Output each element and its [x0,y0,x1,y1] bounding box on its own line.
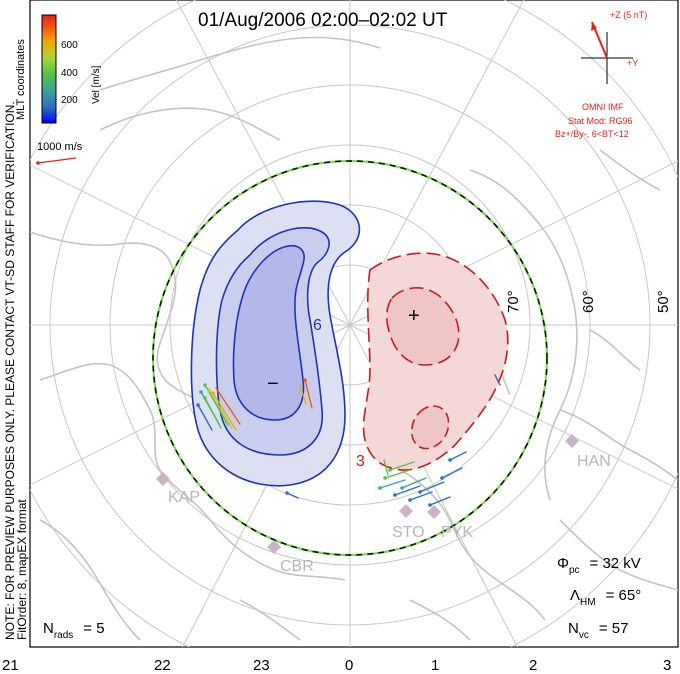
station-label-pyk: PYK [441,524,473,541]
color-bar-tick-600: 600 [61,40,78,51]
mlt-tick-2: 2 [529,657,537,674]
station-sto-marker [399,504,413,518]
vector-count: Nvc = 57 [568,620,628,641]
station-label-kap: KAP [168,489,200,506]
lat-label-70: 70° [505,290,522,313]
potential-max-marker: + [408,305,420,327]
mlt-tick-1: 1 [431,657,439,674]
station-label-cbr: CBR [280,558,314,575]
dusk-cell [190,200,361,487]
color-bar-tick-200: 200 [61,95,78,106]
imf-clock [581,21,633,84]
contour-label: 6 [313,317,322,334]
scale-vector [37,157,77,164]
map-title: 01/Aug/2006 02:00–02:02 UT [198,10,448,31]
cross-polar-cap-potential: Φpc = 32 kV [557,555,641,576]
mlt-tick-21: 21 [2,657,19,674]
imf-z-label: +Z (5 nT) [610,10,647,20]
stat-model-condition: Bz+/By-, 6<BT<12 [555,129,629,139]
radar-count: Nrads = 5 [43,620,105,641]
omni-imf-label: OMNI IMF [582,102,624,112]
color-bar [41,14,57,124]
preview-note: NOTE: FOR PREVIEW PURPOSES ONLY. PLEASE … [3,101,17,640]
scale-vector-label: 1000 m/s [37,141,83,153]
hm-boundary-dash [152,160,548,556]
coastlines [30,36,678,641]
station-label-han: HAN [577,453,611,470]
mlt-tick-3: 3 [663,657,671,674]
color-bar-label: Vel [m/s] [91,65,102,104]
mlt-tick-23: 23 [253,657,270,674]
station-cbr-marker [267,540,281,554]
mlt-tick-22: 22 [154,657,171,674]
stat-model-label: Stat Mod: RG96 [568,116,633,126]
station-kap-marker [156,472,170,486]
mlt-coordinates-label: MLT coordinates [15,39,27,120]
station-han-marker [565,434,579,448]
dawn-cell [362,252,509,471]
potential-min-marker: − [267,373,279,395]
hm-boundary-latitude: ΛHM = 65° [570,587,641,608]
fit-order-note: FitOrder: 8, mapEX format [15,499,29,640]
lat-label-50: 50° [655,290,672,313]
color-bar-tick-400: 400 [61,68,78,79]
velocity-vectors [196,374,501,507]
station-label-sto: STO [392,524,425,541]
radar-stations [156,434,579,554]
station-pyk-marker [427,505,441,519]
lat-label-60: 60° [580,290,597,313]
mlt-tick-0: 0 [345,657,353,674]
imf-y-label: +Y [627,58,638,68]
contour-label-2: 3 [356,453,365,470]
